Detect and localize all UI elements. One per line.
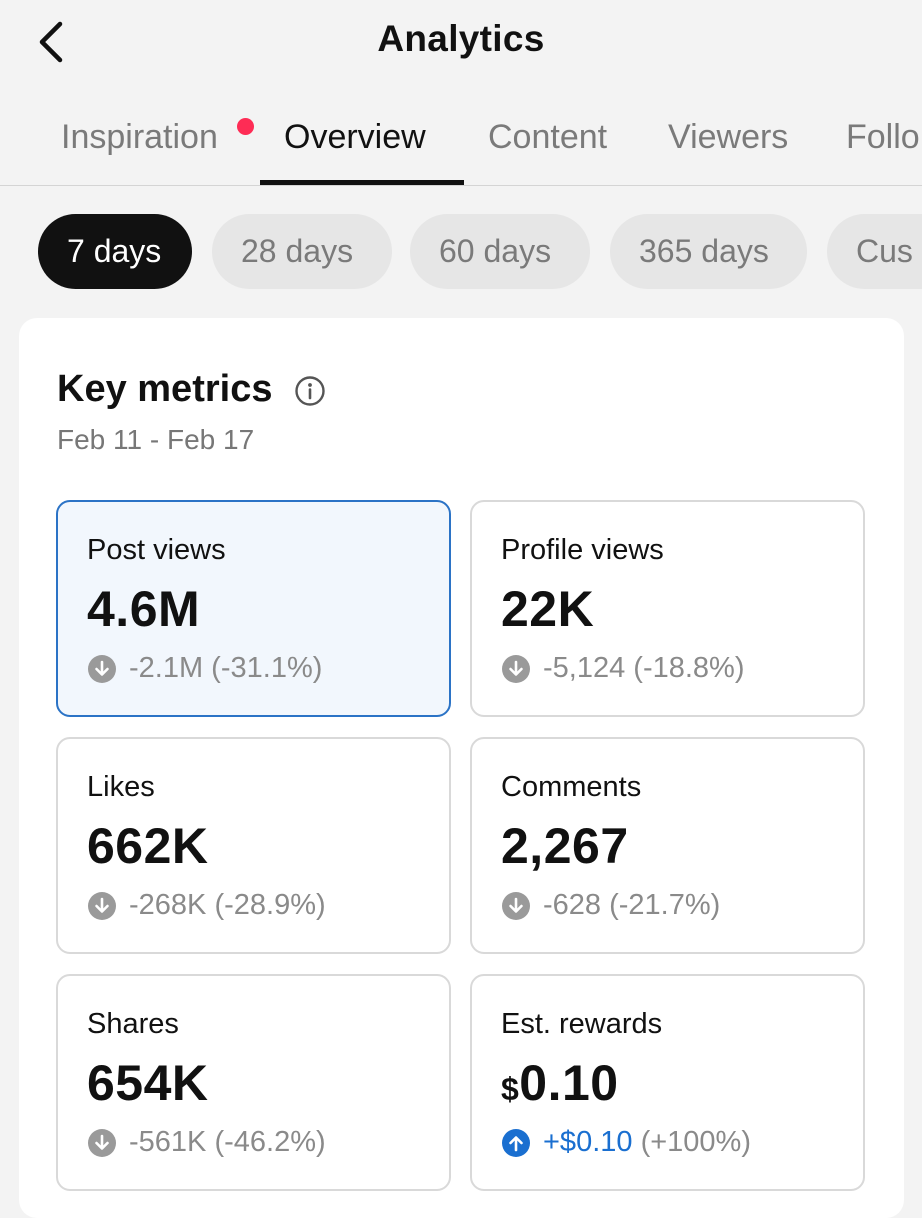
tab-inspiration[interactable]: Inspiration bbox=[61, 118, 218, 156]
tab-followers[interactable]: Follo bbox=[846, 118, 920, 156]
date-range-selector: 7 days 28 days 60 days 365 days Cus bbox=[0, 214, 922, 290]
range-60-days[interactable]: 60 days bbox=[410, 214, 590, 289]
top-bar: Analytics bbox=[0, 0, 922, 85]
metric-label: Comments bbox=[501, 771, 642, 803]
arrow-down-circle-icon bbox=[88, 1128, 116, 1157]
metric-change-text: -268K (-28.9%) bbox=[129, 889, 326, 921]
metric-change-text: -628 (-21.7%) bbox=[543, 889, 721, 921]
active-tab-indicator bbox=[260, 180, 464, 185]
range-28-days[interactable]: 28 days bbox=[212, 214, 392, 289]
metric-comments[interactable]: Comments 2,267 -628 (-21.7%) bbox=[470, 737, 865, 954]
metric-value: 2,267 bbox=[501, 818, 629, 874]
metric-value: $0.10 bbox=[501, 1054, 619, 1112]
metric-change: -561K (-46.2%) bbox=[87, 1126, 326, 1159]
key-metrics-title: Key metrics bbox=[57, 368, 273, 410]
metric-label: Est. rewards bbox=[501, 1008, 663, 1040]
metric-value: 654K bbox=[87, 1055, 209, 1111]
tab-bar: Inspiration Overview Content Viewers Fol… bbox=[0, 100, 922, 186]
range-custom[interactable]: Cus bbox=[827, 214, 922, 289]
currency-symbol: $ bbox=[501, 1071, 520, 1107]
arrow-down-circle-icon bbox=[502, 654, 530, 683]
metric-shares[interactable]: Shares 654K -561K (-46.2%) bbox=[56, 974, 451, 1191]
metric-change: -5,124 (-18.8%) bbox=[501, 652, 745, 685]
info-icon[interactable] bbox=[294, 375, 326, 407]
metric-change-text: -2.1M (-31.1%) bbox=[129, 652, 323, 684]
metric-change-percent: (+100%) bbox=[640, 1126, 751, 1158]
notification-dot bbox=[237, 118, 254, 135]
metric-change: +$0.10 (+100%) bbox=[501, 1126, 751, 1159]
metric-label: Post views bbox=[87, 534, 226, 566]
arrow-up-circle-icon bbox=[502, 1128, 530, 1157]
metric-change-value: +$0.10 bbox=[543, 1126, 633, 1158]
metric-change: -2.1M (-31.1%) bbox=[87, 652, 322, 685]
chevron-left-icon bbox=[39, 21, 63, 63]
metric-est-rewards[interactable]: Est. rewards $0.10 +$0.10 (+100%) bbox=[470, 974, 865, 1191]
tab-viewers[interactable]: Viewers bbox=[668, 118, 789, 156]
metric-post-views[interactable]: Post views 4.6M -2.1M (-31.1%) bbox=[56, 500, 451, 717]
metric-change-text: -5,124 (-18.8%) bbox=[543, 652, 745, 684]
tab-content[interactable]: Content bbox=[488, 118, 608, 156]
metric-label: Likes bbox=[87, 771, 155, 803]
tab-overview[interactable]: Overview bbox=[284, 118, 426, 156]
metric-change: -628 (-21.7%) bbox=[501, 889, 720, 922]
arrow-down-circle-icon bbox=[88, 654, 116, 683]
metric-likes[interactable]: Likes 662K -268K (-28.9%) bbox=[56, 737, 451, 954]
metric-value: 662K bbox=[87, 818, 209, 874]
metric-value: 4.6M bbox=[87, 581, 201, 637]
page-title: Analytics bbox=[377, 18, 545, 59]
date-range-label: Feb 11 - Feb 17 bbox=[57, 424, 255, 455]
arrow-down-circle-icon bbox=[88, 891, 116, 920]
metric-label: Shares bbox=[87, 1008, 179, 1040]
arrow-down-circle-icon bbox=[502, 891, 530, 920]
metric-change: -268K (-28.9%) bbox=[87, 889, 326, 922]
range-7-days[interactable]: 7 days bbox=[38, 214, 192, 289]
range-365-days[interactable]: 365 days bbox=[610, 214, 807, 289]
metric-profile-views[interactable]: Profile views 22K -5,124 (-18.8%) bbox=[470, 500, 865, 717]
metric-amount: 0.10 bbox=[519, 1055, 619, 1111]
metric-label: Profile views bbox=[501, 534, 664, 566]
metric-value: 22K bbox=[501, 581, 595, 637]
key-metrics-card: Key metrics Feb 11 - Feb 17 Post views 4… bbox=[19, 318, 904, 1218]
back-button[interactable] bbox=[34, 20, 74, 64]
metric-change-text: -561K (-46.2%) bbox=[129, 1126, 326, 1158]
